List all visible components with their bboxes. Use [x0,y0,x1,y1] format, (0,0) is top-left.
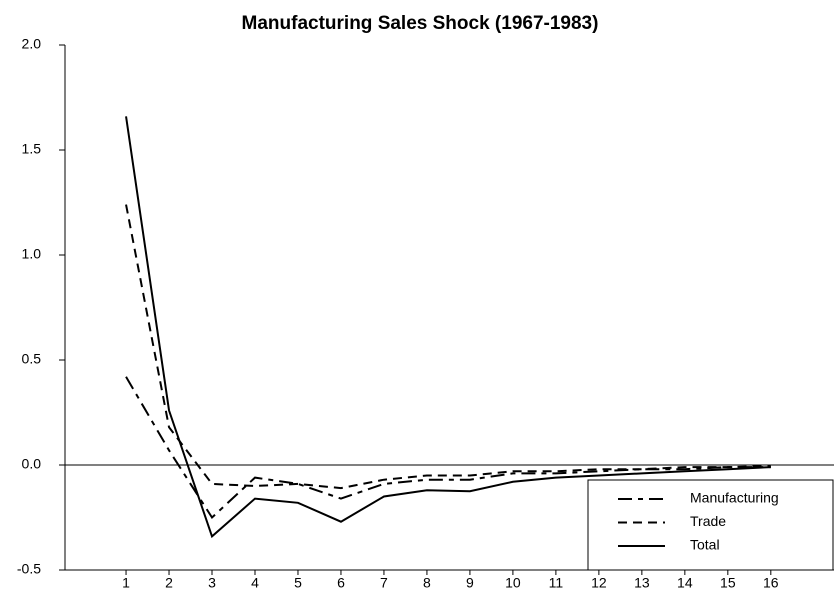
series-line [125,116,771,539]
x-tick-label: 14 [677,575,693,591]
x-tick-label: 6 [337,575,345,591]
x-tick-label: 11 [549,575,564,591]
y-tick-label: -0.5 [17,561,41,577]
x-tick-label: 8 [423,575,431,591]
x-tick-label: 15 [720,575,736,591]
legend-label: Manufacturing [690,490,779,506]
x-tick-label: 16 [763,575,779,591]
y-tick-label: 2.0 [22,36,42,52]
legend-label: Trade [690,513,726,529]
y-tick-label: 1.0 [22,246,42,262]
legend-box [587,479,834,571]
y-tick-label: 0.0 [22,456,42,472]
x-tick-label: 4 [251,575,259,591]
y-tick-label: 1.5 [22,141,42,157]
x-tick-label: 7 [380,575,388,591]
x-tick-label: 1 [122,575,130,591]
series-line [125,376,771,520]
x-tick-label: 13 [634,575,650,591]
chart-title: Manufacturing Sales Shock (1967-1983) [242,13,599,34]
y-tick-label: 0.5 [22,351,42,367]
series-line [125,204,771,490]
x-tick-label: 10 [505,575,521,591]
x-tick-label: 12 [591,575,607,591]
x-tick-label: 5 [294,575,302,591]
x-tick-label: 9 [466,575,474,591]
x-tick-label: 2 [165,575,173,591]
legend-label: Total [690,537,720,553]
x-tick-label: 3 [208,575,216,591]
